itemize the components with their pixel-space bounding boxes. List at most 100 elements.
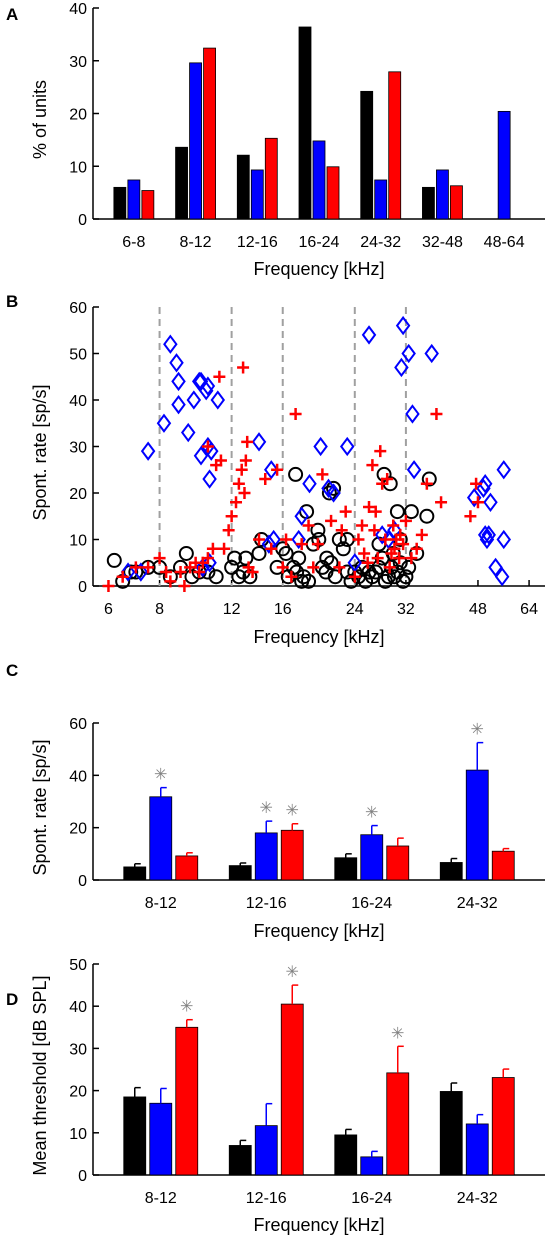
point-plus [237, 361, 250, 374]
bar [388, 71, 402, 220]
point-plus [218, 542, 231, 555]
point-diamond [202, 553, 217, 573]
point-diamond [477, 525, 493, 545]
bar [149, 1102, 173, 1176]
bar [360, 1156, 384, 1176]
bar [386, 845, 410, 881]
point-plus [387, 519, 400, 532]
bar [149, 796, 173, 881]
bar [465, 1123, 489, 1176]
y-tick-label: 40 [69, 768, 87, 785]
bar [422, 186, 435, 220]
point-plus [239, 454, 252, 467]
bar [298, 26, 312, 220]
point-diamond [171, 371, 186, 392]
x-tick-label: 24 [346, 601, 364, 618]
point-plus [358, 547, 371, 560]
point-diamond [163, 334, 178, 354]
y-tick-label: 20 [69, 107, 87, 124]
x-tick-label: 32-48 [422, 234, 463, 251]
significance-star: ✳ [391, 1025, 404, 1042]
bar [250, 169, 264, 220]
point-diamond [186, 390, 202, 410]
point-plus [361, 556, 374, 569]
point-diamond [200, 376, 216, 396]
point-diamond [387, 520, 402, 540]
x-axis-title: Frequency [kHz] [253, 921, 384, 941]
bar [280, 1003, 304, 1176]
panel-letter: D [6, 990, 18, 1009]
point-plus [160, 566, 173, 579]
bar [439, 1091, 463, 1176]
bar [439, 862, 463, 881]
point-diamond [339, 436, 355, 457]
point-circle [208, 569, 224, 585]
point-circle [331, 532, 347, 547]
point-plus [259, 473, 272, 486]
point-plus [116, 570, 129, 583]
point-diamond [406, 460, 422, 480]
y-axis-title: % of units [30, 80, 50, 159]
point-diamond [326, 483, 341, 503]
point-circle [291, 550, 307, 566]
y-tick-label: 40 [69, 1, 87, 18]
point-plus [241, 435, 254, 448]
point-diamond [171, 394, 186, 415]
point-circle [310, 522, 326, 538]
point-circle [398, 569, 414, 585]
point-circle [335, 541, 351, 557]
y-tick-label: 10 [69, 533, 87, 550]
y-tick-label: 60 [69, 716, 87, 733]
bar [374, 179, 388, 220]
point-plus [153, 552, 166, 565]
point-diamond [313, 436, 328, 457]
point-plus [302, 519, 315, 532]
y-tick-label: 30 [69, 54, 87, 71]
point-plus [388, 542, 401, 555]
point-plus [381, 473, 394, 486]
x-tick-label: 16 [274, 601, 292, 618]
y-tick-label: 50 [69, 347, 87, 364]
point-plus [410, 542, 423, 555]
point-plus [164, 575, 177, 588]
point-diamond [401, 343, 416, 364]
point-plus [356, 519, 369, 532]
y-tick-label: 30 [69, 440, 87, 457]
panel-letter: B [6, 292, 18, 311]
point-plus [333, 561, 346, 574]
point-plus [295, 538, 308, 551]
point-plus [366, 459, 379, 472]
point-circle [421, 471, 437, 487]
x-tick-label: 24-32 [457, 1190, 498, 1207]
point-diamond [195, 557, 210, 578]
bar [450, 185, 463, 220]
point-circle [301, 573, 317, 589]
point-diamond [120, 562, 136, 582]
point-plus [193, 566, 206, 579]
point-circle [178, 545, 194, 561]
x-tick-label: 16-24 [351, 1190, 392, 1207]
point-diamond [264, 460, 279, 480]
point-diamond [481, 525, 496, 545]
significance-star: ✳ [154, 767, 167, 784]
point-diamond [140, 441, 156, 461]
bar [264, 137, 278, 220]
point-plus [405, 552, 418, 565]
point-plus [201, 552, 214, 565]
x-tick-label: 12 [223, 601, 241, 618]
point-plus [285, 570, 298, 583]
point-plus [394, 528, 407, 541]
point-plus [206, 542, 219, 555]
bar [189, 62, 202, 220]
x-tick-label: 8-12 [145, 1190, 177, 1207]
point-circle [106, 552, 122, 568]
point-plus [383, 561, 396, 574]
point-diamond [494, 567, 510, 587]
y-axis-title: Spont. rate [sp/s] [30, 384, 50, 520]
point-diamond [251, 432, 267, 452]
point-diamond [202, 469, 217, 489]
x-tick-label: 8-12 [180, 234, 212, 251]
point-diamond [488, 557, 503, 578]
x-tick-label: 12-16 [246, 895, 287, 912]
y-axis-title: Mean threshold [dB SPL] [30, 975, 50, 1175]
